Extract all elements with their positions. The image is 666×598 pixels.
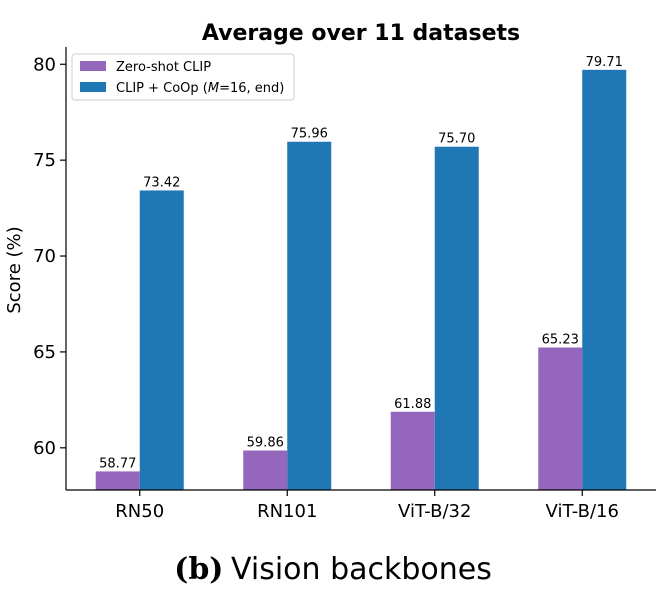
bar-coop [287,141,332,490]
y-axis-label: Score (%) [4,226,25,313]
data-label: 79.71 [586,55,623,70]
bar-zero-shot [243,450,288,490]
legend: Zero-shot CLIP CLIP + CoOp (M=16, end) [71,53,295,101]
legend-label-zero-shot: Zero-shot CLIP [116,60,211,75]
figure-caption: (b) Vision backbones [0,552,666,587]
data-label: 75.96 [291,127,328,142]
y-tick-label: 80 [33,54,56,75]
caption-letter: (b) [174,552,224,587]
chart-title: Average over 11 datasets [202,21,520,46]
legend-label-coop-suffix: =16, end) [219,81,284,96]
caption-text: Vision backbones [231,552,492,587]
data-label: 75.70 [438,132,475,147]
data-label: 65.23 [542,333,579,348]
bar-chart: Average over 11 datasets Score (%) 60 65 7… [4,21,656,522]
bar-coop [139,190,184,490]
data-label: 59.86 [247,435,284,450]
bar-coop [434,146,479,490]
y-tick-label: 75 [33,150,56,171]
x-tick-label: ViT-B/32 [398,501,471,522]
data-label: 61.88 [394,397,431,412]
x-tick-label: ViT-B/16 [546,501,619,522]
bar-coop [582,69,627,490]
data-label: 73.42 [143,175,180,190]
legend-label-coop-m: M [208,81,219,96]
legend-swatch-zero-shot [80,61,106,71]
legend-box [71,53,295,101]
legend-label-coop: CLIP + CoOp (M=16, end) [116,81,284,96]
legend-swatch-coop [80,82,106,92]
x-tick-label: RN101 [257,501,317,522]
data-label: 58.77 [99,456,136,471]
plot-area: 60 65 70 75 80 RN50 58.77 73.42 RN101 59.86 75.96 V… [33,54,627,522]
bar-zero-shot [390,411,435,490]
x-tick-label: RN50 [115,501,164,522]
y-tick-label: 60 [33,438,56,459]
bar-zero-shot [95,471,140,490]
y-tick-label: 65 [33,342,56,363]
y-tick-label: 70 [33,246,56,267]
legend-label-coop-prefix: CLIP + CoOp ( [116,81,208,96]
bar-zero-shot [538,347,583,490]
